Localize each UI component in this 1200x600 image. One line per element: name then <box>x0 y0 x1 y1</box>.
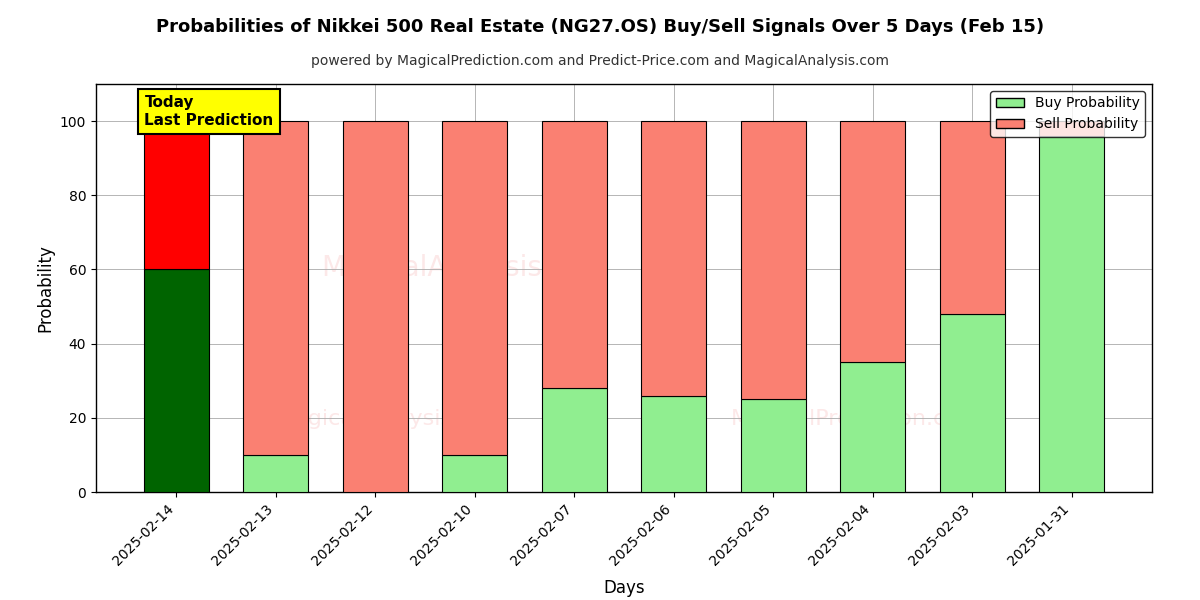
Bar <box>940 314 1004 492</box>
Bar <box>740 121 805 399</box>
Bar <box>642 395 706 492</box>
Bar <box>840 362 905 492</box>
Bar <box>144 269 209 492</box>
Text: MagicalPrediction.com: MagicalPrediction.com <box>731 409 982 428</box>
Text: Probabilities of Nikkei 500 Real Estate (NG27.OS) Buy/Sell Signals Over 5 Days (: Probabilities of Nikkei 500 Real Estate … <box>156 18 1044 36</box>
Text: Today
Last Prediction: Today Last Prediction <box>144 95 274 128</box>
Bar <box>443 121 508 455</box>
Bar <box>642 121 706 395</box>
Bar <box>244 455 308 492</box>
Bar <box>542 388 606 492</box>
Text: powered by MagicalPrediction.com and Predict-Price.com and MagicalAnalysis.com: powered by MagicalPrediction.com and Pre… <box>311 54 889 68</box>
Legend: Buy Probability, Sell Probability: Buy Probability, Sell Probability <box>990 91 1145 137</box>
Bar <box>343 121 408 492</box>
Bar <box>144 121 209 269</box>
Bar <box>443 455 508 492</box>
X-axis label: Days: Days <box>604 580 644 598</box>
Text: MagicalAnalysis.com: MagicalAnalysis.com <box>276 409 508 428</box>
Bar <box>1039 121 1104 136</box>
Bar <box>740 399 805 492</box>
Bar <box>1039 136 1104 492</box>
Bar <box>840 121 905 362</box>
Y-axis label: Probability: Probability <box>36 244 54 332</box>
Bar <box>542 121 606 388</box>
Bar <box>244 121 308 455</box>
Text: MagicalAnalysis.com: MagicalAnalysis.com <box>322 254 610 281</box>
Bar <box>940 121 1004 314</box>
